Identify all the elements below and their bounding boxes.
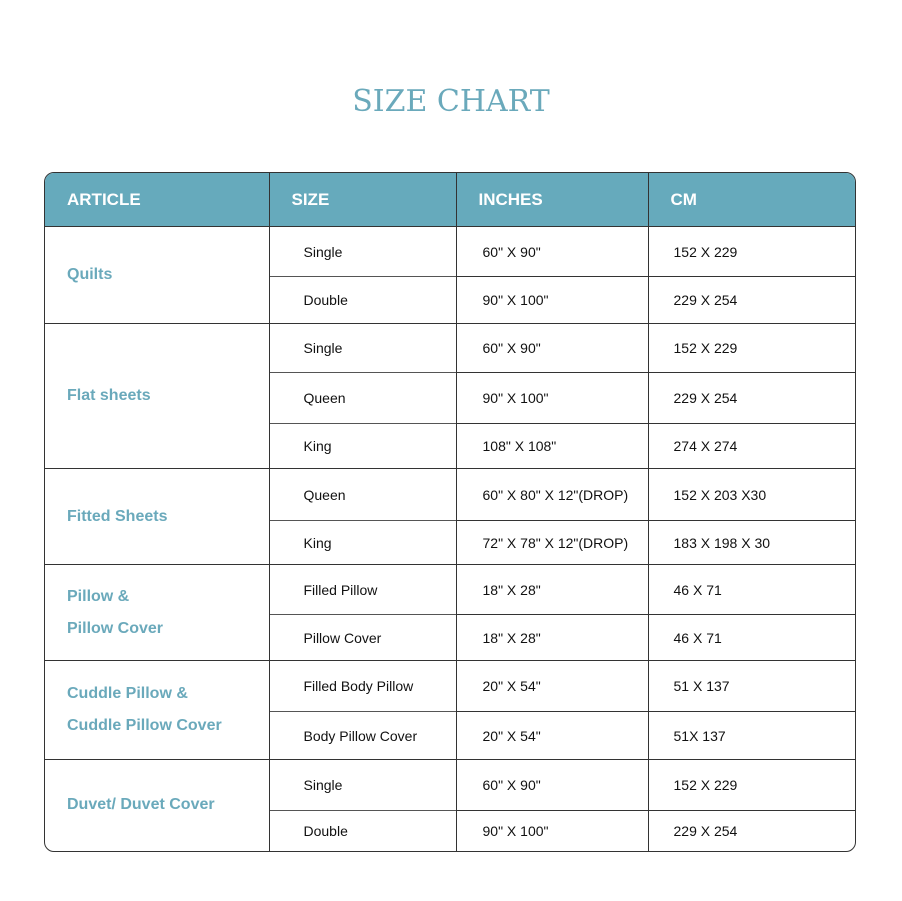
header-cm: CM — [647, 173, 855, 227]
article-cell: Duvet/ Duvet Cover — [45, 759, 269, 851]
inches-cell: 20" X 54" — [455, 711, 648, 760]
header-row: ARTICLE SIZE INCHES CM — [45, 173, 855, 227]
cm-cell: 152 X 229 — [647, 226, 855, 277]
inches-cell: 20" X 54" — [455, 660, 648, 712]
article-label: Cuddle Pillow Cover — [67, 717, 222, 734]
table-row: Pillow & Pillow Cover Filled Pillow 18" X 2… — [45, 564, 855, 661]
table-row: King 108" X 108" 274 X 274 — [45, 423, 855, 469]
article-label: Cuddle Pillow & — [67, 685, 188, 702]
size-cell: King — [268, 520, 456, 565]
table-row: Double 90" X 100" 229 X 254 — [45, 810, 855, 851]
size-cell: Pillow Cover — [268, 614, 456, 661]
inches-cell: 90" X 100" — [455, 372, 648, 424]
article-label: Pillow Cover — [67, 619, 164, 637]
size-cell: Double — [268, 276, 456, 324]
size-cell: Single — [268, 323, 456, 373]
table-row: Duvet/ Duvet Cover Single 60" X 90" 152 X 2… — [45, 759, 855, 851]
inches-cell: 60" X 90" — [455, 323, 648, 373]
table-row: Pillow Cover 18" X 28" 46 X 71 — [45, 614, 855, 661]
header-inches: INCHES — [455, 173, 648, 227]
cm-cell: 152 X 229 — [647, 323, 855, 373]
size-cell: Filled Body Pillow — [268, 660, 456, 712]
table-row: Body Pillow Cover 20" X 54" 51X 137 — [45, 711, 855, 760]
article-cell: Flat sheets — [45, 323, 269, 469]
size-cell: Filled Pillow — [268, 564, 456, 615]
cm-cell: 51X 137 — [647, 711, 855, 760]
article-cell: Quilts — [45, 226, 269, 324]
cm-cell: 229 X 254 — [647, 372, 855, 424]
size-cell: Body Pillow Cover — [268, 711, 456, 760]
table-row: King 72" X 78" X 12"(DROP) 183 X 198 X 30 — [45, 520, 855, 565]
size-cell: King — [268, 423, 456, 469]
size-cell: Single — [268, 759, 456, 811]
inches-cell: 108" X 108" — [455, 423, 648, 469]
inches-cell: 90" X 100" — [455, 810, 648, 851]
cm-cell: 152 X 229 — [647, 759, 855, 811]
inches-cell: 90" X 100" — [455, 276, 648, 324]
table-row: Quilts Single 60" X 90" 152 X 229 — [45, 226, 855, 324]
size-chart-table: ARTICLE SIZE INCHES CM Quilts Single 60" X… — [44, 172, 856, 852]
cm-cell: 51 X 137 — [647, 660, 855, 712]
inches-cell: 72" X 78" X 12"(DROP) — [455, 520, 648, 565]
inches-cell: 60" X 80" X 12"(DROP) — [455, 468, 648, 521]
table-row: Cuddle Pillow & Cuddle Pillow Cover Filled… — [45, 660, 855, 760]
table-row: Fitted Sheets Queen 60" X 80" X 12"(DROP) 1… — [45, 468, 855, 565]
article-label: Fitted Sheets — [67, 507, 168, 525]
header-size: SIZE — [268, 173, 456, 227]
table-row: Flat sheets Single 60" X 90" 152 X 229 — [45, 323, 855, 469]
inches-cell: 60" X 90" — [455, 759, 648, 811]
article-label: Quilts — [67, 266, 113, 283]
article-cell: Fitted Sheets — [45, 468, 269, 565]
size-cell: Single — [268, 226, 456, 277]
cm-cell: 46 X 71 — [647, 614, 855, 661]
cm-cell: 229 X 254 — [647, 810, 855, 851]
inches-cell: 18" X 28" — [455, 614, 648, 661]
table-row: Double 90" X 100" 229 X 254 — [45, 276, 855, 324]
size-cell: Queen — [268, 372, 456, 424]
cm-cell: 183 X 198 X 30 — [647, 520, 855, 565]
header-article: ARTICLE — [45, 173, 269, 227]
cm-cell: 46 X 71 — [647, 564, 855, 615]
cm-cell: 274 X 274 — [647, 423, 855, 469]
inches-cell: 60" X 90" — [455, 226, 648, 277]
cm-cell: 229 X 254 — [647, 276, 855, 324]
article-label: Pillow & — [67, 587, 130, 605]
page-title: SIZE CHART — [352, 84, 550, 119]
size-cell: Double — [268, 810, 456, 851]
article-cell: Cuddle Pillow & Cuddle Pillow Cover — [45, 660, 269, 760]
inches-cell: 18" X 28" — [455, 564, 648, 615]
cm-cell: 152 X 203 X30 — [647, 468, 855, 521]
size-cell: Queen — [268, 468, 456, 521]
article-label: Duvet/ Duvet Cover — [67, 796, 215, 814]
article-cell: Pillow & Pillow Cover — [45, 564, 269, 661]
article-label: Flat sheets — [67, 387, 151, 404]
table-row: Queen 90" X 100" 229 X 254 — [45, 372, 855, 424]
